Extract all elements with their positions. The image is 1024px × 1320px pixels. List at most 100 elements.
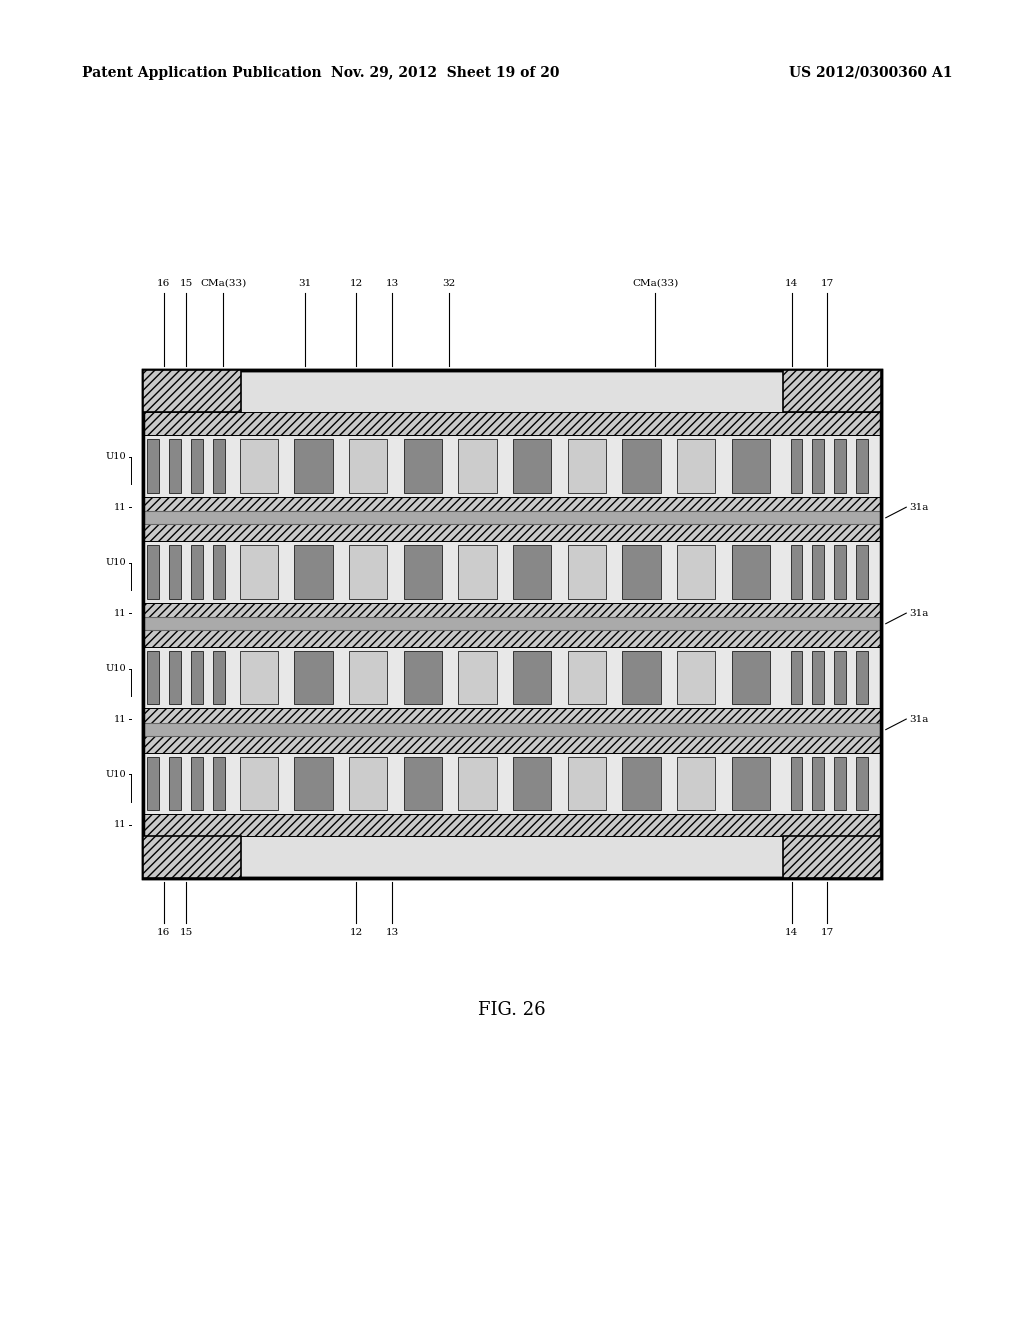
Text: 31: 31 [299, 279, 311, 288]
Bar [169, 651, 181, 705]
Bar [403, 756, 442, 810]
Bar [856, 545, 867, 598]
Text: 16: 16 [158, 279, 170, 288]
Bar [513, 756, 551, 810]
Bar [791, 440, 803, 492]
Text: 15: 15 [180, 279, 193, 288]
Bar [459, 756, 497, 810]
Bar [143, 496, 881, 517]
Bar [143, 541, 881, 602]
Text: 13: 13 [386, 928, 398, 937]
Bar [812, 545, 824, 598]
Bar [143, 647, 881, 709]
Bar [403, 651, 442, 705]
Bar [143, 723, 881, 737]
Bar [147, 651, 160, 705]
Bar [677, 440, 716, 492]
Text: 32: 32 [442, 279, 455, 288]
Text: CMa(33): CMa(33) [200, 279, 247, 288]
Text: 12: 12 [350, 279, 362, 288]
Bar [812, 651, 824, 705]
Text: 31a: 31a [909, 714, 929, 723]
Bar [783, 370, 881, 412]
Bar [834, 756, 846, 810]
Bar [459, 545, 497, 598]
Bar [623, 651, 660, 705]
Bar [567, 440, 606, 492]
Bar [812, 440, 824, 492]
Bar [191, 440, 203, 492]
Bar [732, 545, 770, 598]
Bar [834, 651, 846, 705]
Bar [240, 545, 278, 598]
Bar [240, 440, 278, 492]
Bar [143, 370, 881, 878]
Bar [677, 651, 716, 705]
Bar [513, 545, 551, 598]
Text: FIG. 26: FIG. 26 [478, 1001, 546, 1019]
Bar [856, 651, 867, 705]
Text: 15: 15 [180, 928, 193, 937]
Text: 11: 11 [114, 503, 126, 512]
Bar [732, 440, 770, 492]
Text: 11: 11 [114, 609, 126, 618]
Bar [294, 651, 333, 705]
Bar [349, 440, 387, 492]
Bar [147, 545, 160, 598]
Text: 13: 13 [386, 279, 398, 288]
Bar [143, 412, 881, 836]
Bar [143, 618, 881, 631]
Bar [403, 440, 442, 492]
Bar [143, 370, 241, 412]
Bar [143, 370, 881, 878]
Bar [169, 440, 181, 492]
Text: 14: 14 [785, 928, 798, 937]
Bar [143, 814, 881, 836]
Bar [240, 756, 278, 810]
Text: Patent Application Publication: Patent Application Publication [82, 66, 322, 79]
Bar [856, 440, 867, 492]
Bar [677, 545, 716, 598]
Bar [567, 756, 606, 810]
Bar [791, 545, 803, 598]
Text: 31a: 31a [909, 503, 929, 512]
Bar [732, 756, 770, 810]
Bar [812, 756, 824, 810]
Bar [459, 440, 497, 492]
Bar [783, 836, 881, 878]
Bar [147, 756, 160, 810]
Bar [791, 756, 803, 810]
Text: CMa(33): CMa(33) [632, 279, 679, 288]
Bar [143, 436, 881, 496]
Bar [856, 756, 867, 810]
Bar [169, 545, 181, 598]
Bar [191, 545, 203, 598]
Bar [169, 756, 181, 810]
Bar [294, 756, 333, 810]
Bar [213, 756, 224, 810]
Bar [213, 545, 224, 598]
Bar [623, 440, 660, 492]
Bar [143, 624, 881, 647]
Bar [834, 440, 846, 492]
Bar [403, 545, 442, 598]
Bar [513, 440, 551, 492]
Bar [791, 651, 803, 705]
Text: 17: 17 [821, 279, 834, 288]
Bar [143, 511, 881, 524]
Bar [567, 651, 606, 705]
Bar [349, 545, 387, 598]
Bar [294, 440, 333, 492]
Bar [213, 440, 224, 492]
Bar [213, 651, 224, 705]
Text: 14: 14 [785, 279, 798, 288]
Bar [349, 651, 387, 705]
Bar [513, 651, 551, 705]
Text: 31a: 31a [909, 609, 929, 618]
Bar [834, 545, 846, 598]
Text: US 2012/0300360 A1: US 2012/0300360 A1 [788, 66, 952, 79]
Bar [732, 651, 770, 705]
Text: U10: U10 [105, 558, 126, 568]
Bar [143, 602, 881, 624]
Bar [623, 545, 660, 598]
